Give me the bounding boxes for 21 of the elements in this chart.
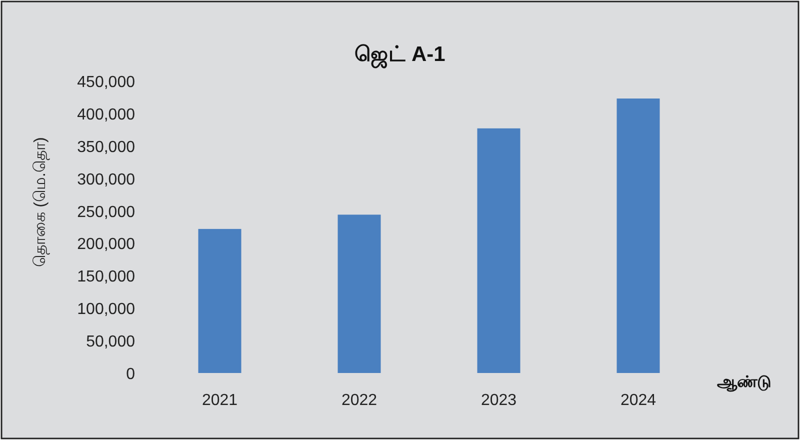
x-axis-title: ஆண்டு [717, 374, 771, 392]
y-tick-label: 350,000 [77, 138, 136, 156]
x-tick-label: 2021 [202, 392, 238, 409]
y-tick-label: 150,000 [77, 268, 136, 286]
x-tick-label: 2022 [341, 392, 378, 409]
y-axis-title: தொகை (மெ.தொ) [32, 137, 49, 267]
y-tick-label: 100,000 [77, 301, 136, 318]
y-tick-label: 400,000 [77, 106, 136, 124]
bar [616, 98, 660, 373]
y-tick-label: 450,000 [77, 74, 136, 91]
bar [338, 214, 381, 373]
x-tick-label: 2023 [480, 392, 517, 409]
y-tick-label: 250,000 [77, 204, 136, 221]
y-tick-label: 50,000 [86, 334, 136, 351]
x-tick-label: 2024 [620, 392, 656, 409]
bar [477, 128, 520, 373]
bar [198, 228, 242, 373]
chart-title: ஜெட் A-1 [354, 43, 446, 69]
y-tick-label: 300,000 [77, 171, 136, 188]
y-tick-label: 0 [126, 366, 136, 383]
y-tick-label: 200,000 [77, 236, 136, 254]
